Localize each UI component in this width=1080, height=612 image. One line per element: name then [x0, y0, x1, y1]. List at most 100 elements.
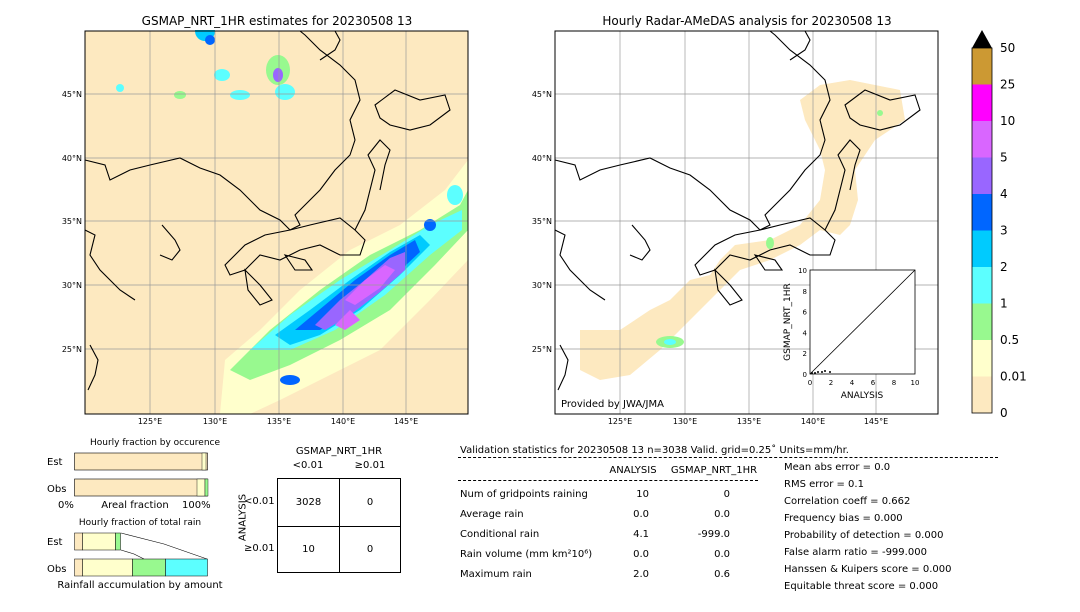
validation-header: Validation statistics for 20230508 13 n=… — [460, 445, 849, 456]
validation-row-analysis: 2.0 — [633, 569, 649, 580]
colorbar-block — [972, 230, 992, 267]
colorbar-label: 5 — [1000, 151, 1008, 165]
occ-axis-right: 100% — [182, 500, 211, 511]
colorbar-label: 0.5 — [1000, 333, 1019, 347]
inset-xtick: 4 — [850, 379, 855, 387]
fraction-total-title: Hourly fraction of total rain — [78, 518, 202, 528]
colorbar-block — [972, 121, 992, 158]
validation-row-gsmap: 0.6 — [714, 569, 730, 580]
colorbar-label: 0 — [1000, 406, 1008, 420]
contingency-row-label: <0.01 — [244, 496, 275, 507]
inset-ytick: 0 — [803, 371, 807, 379]
validation-score: Mean abs error = 0.0 — [784, 462, 891, 473]
inset-xlabel: ANALYSIS — [841, 391, 884, 401]
left-lon-label: 140°E — [331, 417, 355, 425]
left-lon-label: 130°E — [203, 417, 227, 425]
colorbar-label: 10 — [1000, 114, 1015, 128]
one-to-one-line — [809, 269, 916, 375]
validation-score: RMS error = 0.1 — [784, 479, 864, 490]
left-lon-label: 135°E — [267, 417, 291, 425]
inset-ylabel: GSMAP_NRT_1HR — [783, 283, 793, 361]
colorbar-label: 4 — [1000, 187, 1008, 201]
validation-row-label: Num of gridpoints raining — [460, 489, 588, 500]
inset-ytick: 2 — [803, 350, 807, 358]
validation-col-header: GSMAP_NRT_1HR — [670, 465, 758, 476]
validation-score: Equitable threat score = 0.000 — [784, 581, 939, 592]
validation-row-analysis: 10 — [636, 489, 649, 500]
right-lon-label: 125°E — [608, 417, 632, 425]
colorbar-block — [972, 84, 992, 121]
contingency-col-label: ≥0.01 — [354, 460, 386, 471]
validation-row-gsmap: 0.0 — [714, 549, 730, 560]
left-lat-label: 35°N — [62, 217, 82, 226]
colorbar-label: 25 — [1000, 78, 1015, 92]
left-lon-label: 125°E — [138, 417, 162, 425]
left-lon-label: 145°E — [394, 417, 418, 425]
contingency-title: GSMAP_NRT_1HR — [295, 446, 383, 457]
validation-score: Frequency bias = 0.000 — [784, 513, 903, 524]
colorbar-extend-arrow — [972, 30, 992, 48]
contingency-grid: 3028 0 10 0 — [277, 478, 401, 573]
colorbar-block — [972, 303, 992, 340]
left-lat-label: 45°N — [62, 90, 82, 99]
validation-row-label: Maximum rain — [460, 569, 532, 580]
occ-row-obs: Obs — [47, 484, 67, 495]
inset-points — [811, 370, 831, 374]
colorbar-block — [972, 157, 992, 194]
right-map: 45°N 40°N 35°N 30°N 25°N 125°E 130°E 135… — [532, 30, 939, 425]
right-lon-label: 140°E — [801, 417, 825, 425]
colorbar-block — [972, 340, 992, 377]
contingency-cell: 0 — [366, 497, 374, 508]
right-coastline — [554, 30, 921, 391]
right-lat-label: 30°N — [532, 281, 552, 290]
right-lat-label: 45°N — [532, 90, 552, 99]
right-map-title: Hourly Radar-AMeDAS analysis for 2023050… — [602, 14, 892, 28]
left-map: 45°N 40°N 35°N 30°N 25°N 125°E 130°E 135… — [62, 30, 469, 425]
inset-ytick: 4 — [803, 329, 808, 337]
fraction-occurrence-title: Hourly fraction by occurence — [89, 438, 221, 448]
left-coastline — [84, 30, 451, 391]
validation-row-label: Average rain — [460, 509, 524, 520]
right-lon-label: 135°E — [737, 417, 761, 425]
tot-row-est: Est — [47, 537, 63, 548]
inset-xtick: 2 — [829, 379, 833, 387]
left-lat-label: 40°N — [62, 154, 82, 163]
validation-row-label: Conditional rain — [460, 529, 540, 540]
colorbar-label: 3 — [1000, 224, 1008, 238]
right-lat-label: 40°N — [532, 154, 552, 163]
validation-row-gsmap: -999.0 — [697, 529, 730, 540]
validation-col-header: ANALYSIS — [609, 465, 657, 476]
validation-row-label: Rain volume (mm km²10⁶) — [460, 549, 593, 560]
inset-xtick: 8 — [892, 379, 896, 387]
left-gridlines — [85, 31, 468, 414]
right-lon-label: 145°E — [864, 417, 888, 425]
left-lat-label: 30°N — [62, 281, 82, 290]
colorbar-label: 50 — [1000, 41, 1015, 55]
colorbar-block — [972, 48, 992, 85]
fraction-occurrence-bars — [74, 452, 209, 497]
inset-ytick: 6 — [803, 309, 808, 317]
left-lat-label: 25°N — [62, 345, 82, 354]
inset-xtick: 6 — [871, 379, 876, 387]
occ-axis-left: 0% — [58, 500, 74, 511]
validation-row-analysis: 0.0 — [633, 549, 649, 560]
inset-scatter: 0 2 4 6 8 10 0 2 4 6 8 10 ANALYSIS GSMAP_NRT_1HR — [783, 267, 919, 401]
right-lat-label: 35°N — [532, 217, 552, 226]
occ-row-est: Est — [47, 457, 63, 468]
contingency-row-label: ≥0.01 — [244, 543, 275, 554]
validation-score: False alarm ratio = -999.000 — [784, 547, 927, 558]
right-coverage — [580, 80, 905, 380]
inset-xtick: 0 — [808, 379, 812, 387]
validation-score: Correlation coeff = 0.662 — [784, 496, 911, 507]
validation-score: Hanssen & Kuipers score = 0.000 — [784, 564, 952, 575]
validation-row-analysis: 0.0 — [633, 509, 649, 520]
occ-axis-mid: Areal fraction — [101, 500, 169, 511]
right-lat-label: 25°N — [532, 345, 552, 354]
colorbar-label: 0.01 — [1000, 370, 1027, 384]
contingency-cell: 0 — [366, 544, 374, 555]
colorbar-label: 2 — [1000, 260, 1008, 274]
left-map-title: GSMAP_NRT_1HR estimates for 20230508 13 — [141, 14, 413, 28]
colorbar-block — [972, 376, 992, 413]
right-lon-label: 130°E — [673, 417, 697, 425]
colorbar-label: 1 — [1000, 297, 1008, 311]
